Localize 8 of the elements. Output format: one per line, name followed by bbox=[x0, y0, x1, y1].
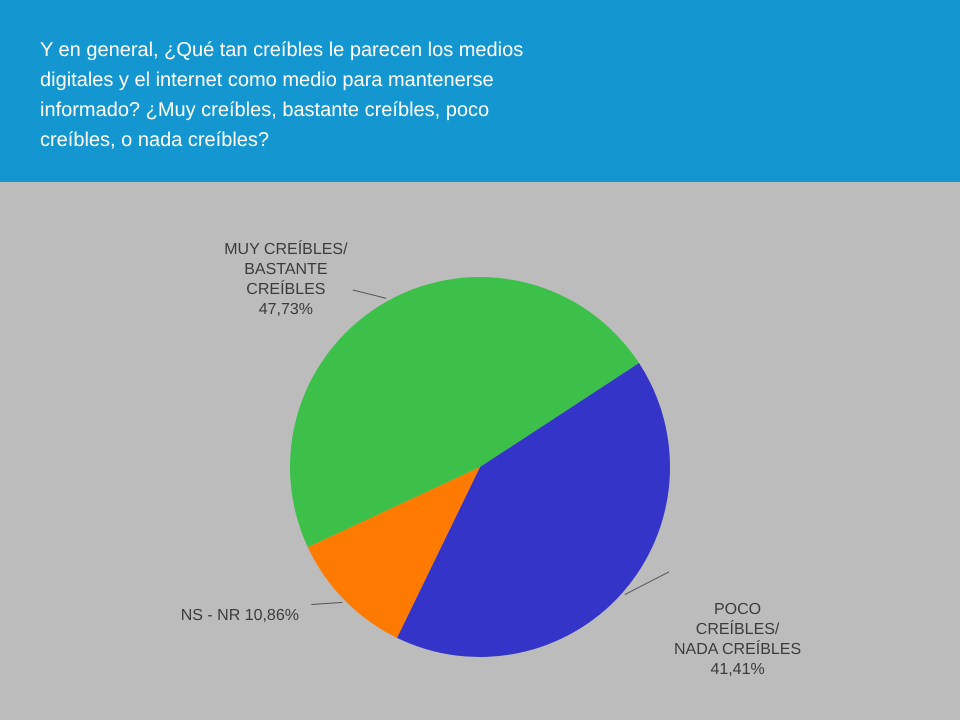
slice-label: POCO CREÍBLES/ NADA CREÍBLES bbox=[674, 600, 802, 658]
data-label: 41,41% bbox=[710, 660, 765, 678]
slice-label: MUY CREÍBLES/ BASTANTE CREÍBLES bbox=[224, 240, 348, 298]
chart-title: Y en general, ¿Qué tan creíbles le parecen los medios digitales y el internet como medio para mantenerse informado? ¿Muy creíbles, bastante creíbles, poco creíbles, o nada creíbles? bbox=[40, 39, 524, 151]
slice-label: NS - NR 10,86% bbox=[180, 606, 299, 624]
pie-slice bbox=[308, 467, 480, 638]
data-label: 47,73% bbox=[258, 300, 313, 318]
pie-slice bbox=[396, 363, 670, 657]
